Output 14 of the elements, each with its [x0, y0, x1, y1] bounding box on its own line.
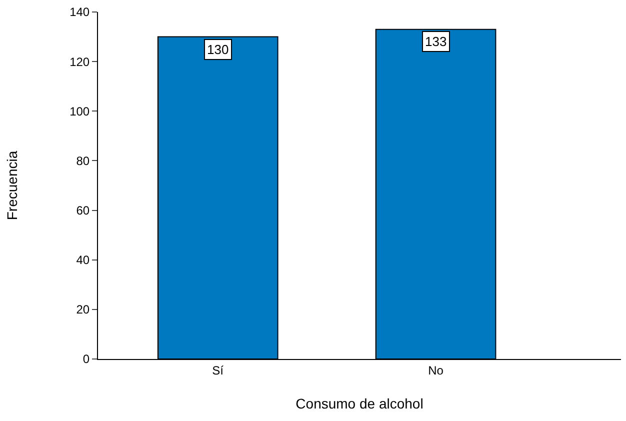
y-tick-label: 20: [76, 302, 90, 317]
y-tick-label: 100: [70, 104, 90, 118]
y-tick-label: 140: [70, 5, 90, 20]
y-tick-label: 120: [70, 54, 90, 69]
y-axis-title: Frecuencia: [4, 150, 20, 220]
x-tick-label: Sí: [212, 363, 224, 378]
data-label: 130: [207, 42, 229, 57]
y-tick-label: 80: [76, 154, 90, 168]
x-tick-label: No: [428, 363, 444, 378]
y-tick-label: 60: [76, 203, 90, 218]
y-tick-label: 40: [76, 253, 90, 268]
x-axis-title: Consumo de alcohol: [296, 396, 424, 412]
data-label: 133: [425, 34, 447, 49]
y-tick-label: 0: [82, 352, 90, 366]
